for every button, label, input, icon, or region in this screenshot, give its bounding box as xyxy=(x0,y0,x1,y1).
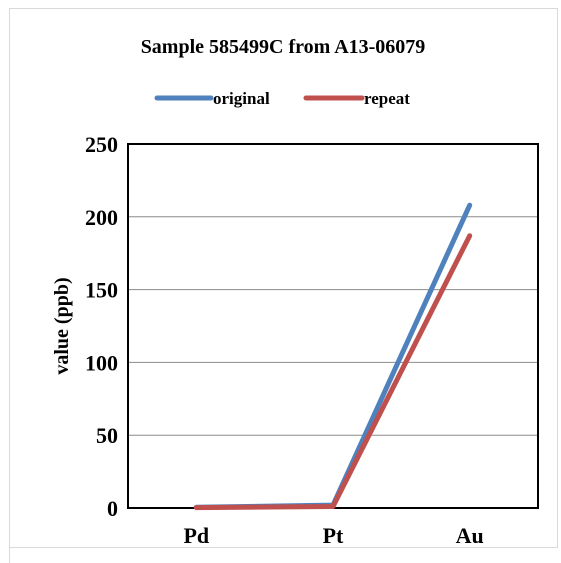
series-line-repeat xyxy=(193,233,473,511)
series-line-original xyxy=(193,202,473,510)
y-tick-label: 50 xyxy=(96,423,118,448)
y-tick-label: 150 xyxy=(85,278,118,303)
y-tick-label: 100 xyxy=(85,350,118,375)
gridlines xyxy=(128,216,538,436)
x-tick-label: Pd xyxy=(183,523,209,548)
y-axis-ticks: 0 50 100 150 200 250 xyxy=(85,132,118,521)
x-tick-label: Au xyxy=(456,523,484,548)
y-axis-title: value (ppb) xyxy=(51,277,73,374)
y-tick-label: 200 xyxy=(85,205,118,230)
series-lines xyxy=(193,202,473,511)
legend-label-original: original xyxy=(213,89,270,108)
y-tick-label: 250 xyxy=(85,132,118,157)
x-axis-ticks: Pd Pt Au xyxy=(183,523,483,548)
chart-title: Sample 585499C from A13-06079 xyxy=(141,36,426,58)
plot-area xyxy=(127,143,539,509)
frame-edge xyxy=(9,548,10,563)
x-tick-label: Pt xyxy=(323,523,344,548)
legend-label-repeat: repeat xyxy=(364,89,410,108)
chart-frame xyxy=(9,8,558,548)
legend: original repeat xyxy=(154,89,410,108)
y-tick-label: 0 xyxy=(107,496,118,521)
